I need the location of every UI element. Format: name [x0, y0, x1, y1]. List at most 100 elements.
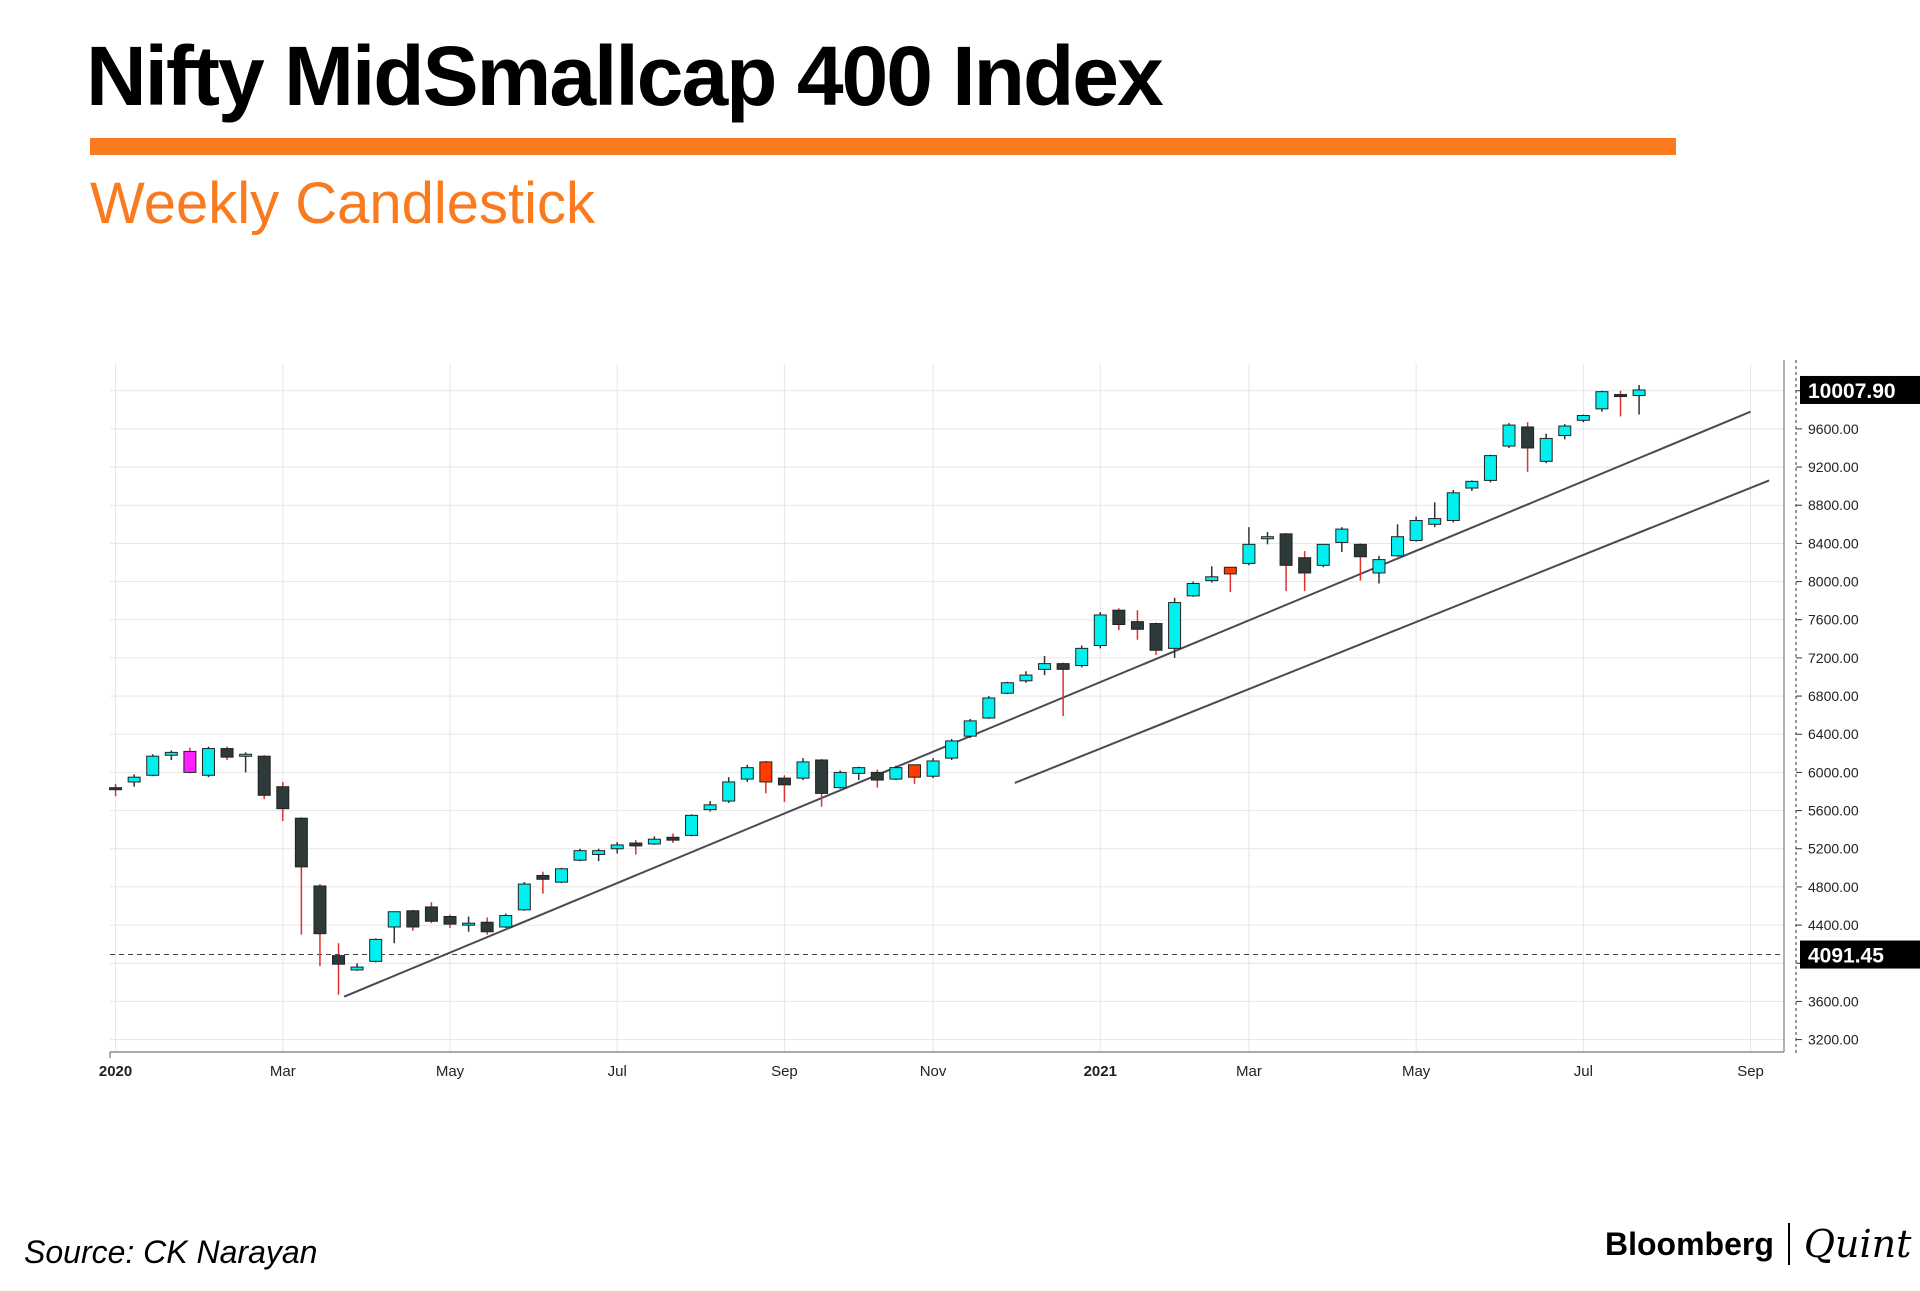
- trendline: [1014, 479, 1770, 784]
- candle-body: [1186, 582, 1200, 597]
- candle-body: [926, 760, 940, 777]
- y-tick-label: 8400.00: [1808, 535, 1859, 551]
- candle-body: [1465, 480, 1479, 489]
- candle-body: [647, 838, 661, 845]
- candle-body: [852, 767, 866, 774]
- x-tick-label: Mar: [1236, 1063, 1262, 1080]
- y-tick-label: 6000.00: [1808, 764, 1859, 780]
- y-tick-label: 4400.00: [1808, 917, 1859, 933]
- candle-body: [1409, 519, 1423, 542]
- price-label-box: [1800, 940, 1920, 969]
- chart-title: Nifty MidSmallcap 400 Index: [86, 29, 1164, 123]
- candle-body: [703, 804, 717, 811]
- candle-body: [1298, 557, 1312, 574]
- candle-body: [982, 697, 996, 719]
- candle-body: [833, 771, 847, 789]
- price-label: 10007.90: [1808, 380, 1896, 403]
- candle-body: [1391, 536, 1405, 557]
- candle-body: [889, 767, 903, 780]
- candle-body: [1539, 437, 1553, 462]
- brand-secondary: Quint: [1803, 1222, 1912, 1266]
- x-tick-label: Nov: [920, 1063, 947, 1080]
- candle-body: [963, 720, 977, 737]
- y-tick-label: 9600.00: [1808, 421, 1859, 437]
- candle-body: [499, 915, 513, 928]
- candle-body: [796, 761, 810, 779]
- candle-body: [1149, 623, 1163, 651]
- candle-body: [685, 814, 699, 836]
- candle-body: [294, 817, 308, 868]
- candle-body: [1242, 543, 1256, 564]
- x-tick-label: 2021: [1084, 1063, 1117, 1080]
- candle-body: [945, 740, 959, 759]
- candle-body: [480, 921, 494, 933]
- candle-body: [109, 787, 123, 791]
- candle-body: [1428, 518, 1442, 525]
- y-tick-label: 4800.00: [1808, 879, 1859, 895]
- candle-body: [387, 911, 401, 928]
- y-tick-label: 7200.00: [1808, 650, 1859, 666]
- candle-body: [164, 751, 178, 756]
- y-tick-label: 6400.00: [1808, 726, 1859, 742]
- candle-body: [907, 764, 921, 778]
- candle-body: [1576, 415, 1590, 421]
- candle-body: [220, 748, 234, 758]
- y-tick-label: 3200.00: [1808, 1032, 1859, 1048]
- x-tick-label: May: [1402, 1063, 1431, 1080]
- candle-body: [1056, 663, 1070, 670]
- x-tick-label: Sep: [771, 1063, 798, 1080]
- candle-body: [517, 883, 531, 911]
- candle-body: [870, 771, 884, 781]
- candle-body: [1502, 424, 1516, 447]
- source-note: Source: CK Narayan: [24, 1234, 318, 1270]
- candle-body: [183, 750, 197, 773]
- brand-divider: [1787, 1223, 1790, 1265]
- x-tick-label: Jul: [608, 1063, 627, 1080]
- y-tick-label: 5600.00: [1808, 803, 1859, 819]
- y-tick-label: 9200.00: [1808, 459, 1859, 475]
- y-tick-label: 6800.00: [1808, 688, 1859, 704]
- candle-body: [443, 915, 457, 925]
- candle-body: [1316, 543, 1330, 566]
- candle-body: [276, 786, 290, 810]
- candle-body: [610, 844, 624, 850]
- candle-body: [722, 781, 736, 802]
- candle-body: [1521, 426, 1535, 449]
- candle-body: [257, 755, 271, 796]
- x-tick-label: Mar: [270, 1063, 296, 1080]
- candle-body: [462, 922, 476, 926]
- candle-body: [1595, 391, 1609, 410]
- y-tick-label: 5200.00: [1808, 841, 1859, 857]
- chart-subtitle: Weekly Candlestick: [90, 171, 596, 236]
- title-underline: [90, 138, 1676, 155]
- candle-body: [1112, 609, 1126, 626]
- y-tick-label: 8800.00: [1808, 497, 1859, 513]
- y-tick-label: 8000.00: [1808, 574, 1859, 590]
- candle-body: [536, 874, 550, 880]
- candle-body: [369, 938, 383, 962]
- candle-body: [1614, 394, 1628, 398]
- x-tick-label: Jul: [1574, 1063, 1593, 1080]
- candle-body: [1168, 602, 1182, 649]
- candle-body: [201, 748, 215, 776]
- brand-logo: Bloomberg Quint: [1605, 1222, 1911, 1266]
- x-tick-label: May: [436, 1063, 465, 1080]
- candle-body: [313, 885, 327, 935]
- candle-body: [1446, 492, 1460, 521]
- candle-body: [777, 777, 791, 786]
- candle-body: [1558, 425, 1572, 437]
- candle-body: [815, 759, 829, 794]
- brand-primary: Bloomberg: [1605, 1225, 1774, 1262]
- candle-body: [1335, 528, 1349, 543]
- candle-body: [1223, 566, 1237, 575]
- candle-body: [1075, 647, 1089, 667]
- candle-body: [554, 868, 568, 883]
- x-tick-label: 2020: [99, 1063, 132, 1080]
- x-tick-label: Sep: [1737, 1063, 1764, 1080]
- candle-body: [332, 955, 346, 965]
- candle-body: [1205, 576, 1219, 582]
- candle-body: [127, 776, 141, 783]
- candle-body: [1353, 543, 1367, 558]
- price-label-box: [1800, 375, 1920, 404]
- candle-body: [424, 906, 438, 922]
